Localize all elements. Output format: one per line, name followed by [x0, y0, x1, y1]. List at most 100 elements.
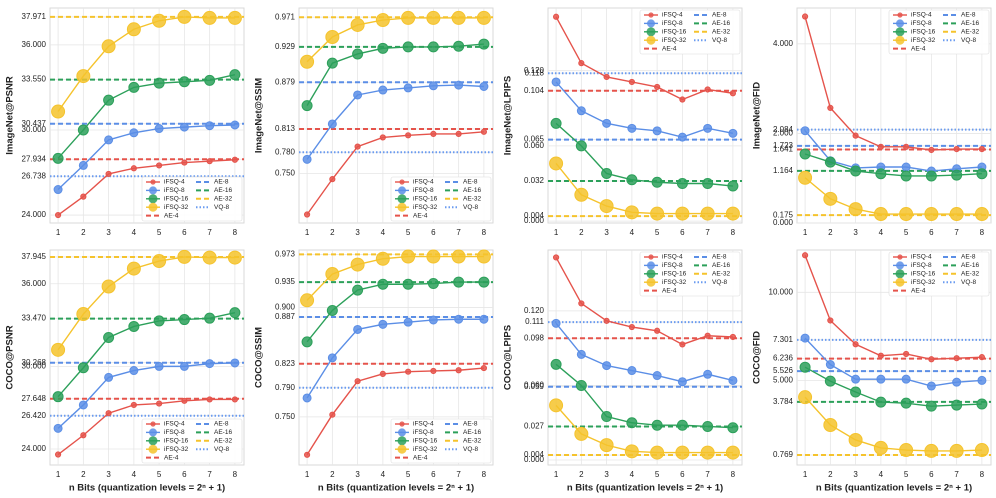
data-point: [627, 123, 637, 133]
legend-label: AE-16: [712, 262, 730, 269]
y-tick-label: 37.971: [22, 12, 47, 21]
data-point: [551, 318, 561, 328]
data-point: [700, 206, 715, 221]
legend-label: AE-16: [214, 429, 232, 436]
x-tick-label: 1: [554, 228, 559, 237]
data-point: [154, 361, 164, 371]
legend-label: AE-32: [463, 196, 481, 203]
x-tick-label: 4: [630, 470, 635, 479]
legend-label: iFSQ-4: [911, 12, 932, 19]
y-axis-label: COCO@SSIM: [254, 327, 265, 388]
data-point: [405, 368, 412, 375]
data-point: [379, 134, 386, 141]
y-tick-label: 0.120: [524, 306, 545, 315]
data-point: [101, 279, 116, 294]
data-point: [728, 375, 738, 385]
data-point: [327, 353, 337, 363]
y-tick-label: 0.971: [275, 12, 296, 21]
legend-box: [888, 251, 990, 297]
data-point: [179, 361, 189, 371]
legend-label: AE-16: [463, 429, 481, 436]
data-point: [129, 366, 139, 376]
legend-swatch: [895, 35, 905, 45]
data-point: [800, 333, 810, 343]
data-point: [352, 48, 364, 60]
legend-label: iFSQ-8: [413, 429, 434, 436]
data-point: [379, 370, 386, 377]
x-tick-label: 6: [929, 228, 934, 237]
legend-label: AE-8: [712, 254, 727, 261]
data-point: [974, 207, 989, 222]
data-point: [624, 205, 639, 220]
data-point: [329, 411, 336, 418]
data-point: [652, 371, 662, 381]
data-point: [178, 76, 190, 88]
y-tick-label: 0.120: [524, 66, 545, 75]
legend-label: iFSQ-8: [911, 20, 932, 27]
y-tick-label: 7.301: [773, 335, 794, 344]
x-axis-label: n Bits (quantization levels = 2ⁿ + 1): [318, 483, 474, 494]
data-point: [428, 81, 438, 91]
data-point: [873, 207, 888, 222]
legend-swatch: [896, 261, 904, 270]
data-point: [650, 206, 665, 221]
y-tick-label: 0.104: [524, 86, 545, 95]
data-point: [453, 40, 465, 52]
y-axis-label: ImageNet@PSNR: [5, 76, 16, 155]
data-point: [900, 170, 912, 182]
data-point: [651, 419, 663, 431]
y-tick-label: 5.000: [773, 376, 794, 385]
legend-label: VQ-8: [961, 37, 977, 44]
data-point: [626, 417, 638, 429]
data-point: [679, 341, 686, 348]
legend-swatch: [646, 27, 656, 37]
data-point: [202, 250, 217, 265]
y-tick-label: 0.000: [524, 455, 545, 464]
x-tick-label: 5: [406, 470, 411, 479]
legend-label: iFSQ-16: [662, 29, 687, 36]
legend-label: AE-4: [662, 287, 677, 294]
data-point: [352, 284, 364, 296]
data-point: [152, 254, 167, 269]
data-point: [202, 10, 217, 25]
data-point: [103, 331, 115, 343]
data-point: [974, 443, 989, 458]
legend-label: AE-32: [961, 29, 979, 36]
x-tick-label: 7: [705, 228, 710, 237]
data-point: [926, 381, 936, 391]
data-point: [325, 267, 340, 282]
legend-label: AE-8: [463, 179, 478, 186]
data-point: [951, 399, 963, 411]
legend-swatch: [647, 19, 655, 28]
data-point: [128, 81, 140, 93]
legend-label: VQ-8: [214, 204, 230, 211]
data-point: [401, 249, 416, 264]
x-tick-label: 8: [980, 228, 985, 237]
data-point: [52, 152, 64, 164]
legend-label: iFSQ-8: [413, 187, 434, 194]
y-tick-label: 0.879: [275, 77, 296, 86]
data-point: [377, 42, 389, 54]
legend-label: AE-16: [961, 262, 979, 269]
data-point: [350, 257, 365, 272]
y-tick-label: 0.065: [524, 135, 545, 144]
x-tick-label: 4: [879, 470, 884, 479]
legend-label: AE-4: [911, 287, 926, 294]
x-tick-label: 3: [106, 470, 111, 479]
data-point: [978, 354, 986, 361]
legend-label: AE-32: [961, 271, 979, 278]
legend-label: AE-8: [712, 12, 727, 19]
legend-label: iFSQ-8: [164, 187, 185, 194]
data-point: [602, 361, 612, 371]
data-point: [130, 165, 137, 172]
x-tick-label: 7: [207, 470, 212, 479]
x-tick-label: 3: [853, 228, 858, 237]
data-point: [455, 367, 462, 374]
data-point: [575, 140, 587, 152]
data-point: [480, 364, 488, 372]
data-point: [300, 54, 315, 69]
data-point: [825, 360, 835, 370]
legend-swatch: [150, 421, 156, 427]
x-tick-label: 4: [132, 470, 137, 479]
